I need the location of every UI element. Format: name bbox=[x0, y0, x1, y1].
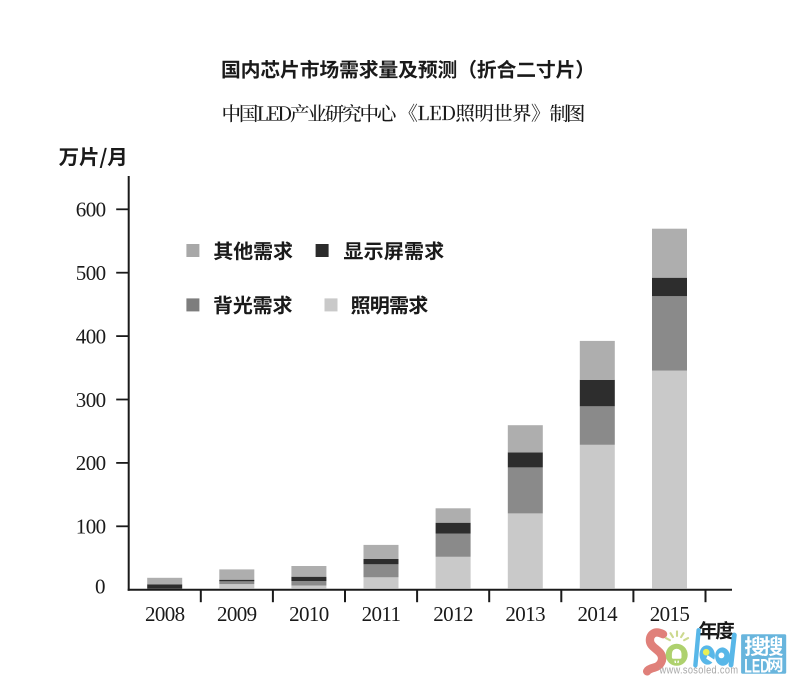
svg-text:0: 0 bbox=[95, 575, 106, 599]
svg-text:200: 200 bbox=[76, 451, 106, 475]
svg-text:100: 100 bbox=[76, 515, 106, 539]
svg-text:2012: 2012 bbox=[433, 602, 473, 626]
svg-text:400: 400 bbox=[76, 324, 106, 348]
svg-text:2013: 2013 bbox=[505, 602, 545, 626]
svg-text:2014: 2014 bbox=[577, 602, 618, 626]
svg-text:2011: 2011 bbox=[362, 602, 401, 626]
svg-text:LED: LED bbox=[744, 656, 769, 677]
svg-text:2008: 2008 bbox=[145, 602, 185, 626]
svg-text:www.sosoled.com: www.sosoled.com bbox=[659, 665, 739, 677]
svg-text:500: 500 bbox=[76, 261, 106, 285]
svg-text:300: 300 bbox=[76, 388, 106, 412]
svg-text:600: 600 bbox=[76, 198, 106, 222]
svg-text:2015: 2015 bbox=[650, 602, 690, 626]
svg-text:2010: 2010 bbox=[289, 602, 329, 626]
svg-text:2009: 2009 bbox=[217, 602, 257, 626]
